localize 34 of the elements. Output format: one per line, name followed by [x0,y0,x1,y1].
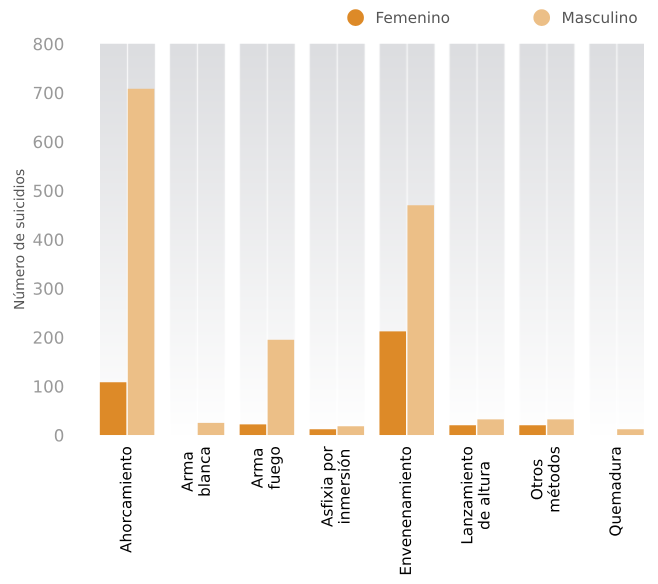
bar [310,429,336,436]
bar [338,426,364,436]
bar [198,422,224,436]
y-axis-title: Número de suicidios [12,170,24,309]
bar [128,88,154,436]
y-tick-label: 200 [34,331,64,344]
legend-label: Masculino [563,11,637,24]
x-tick-label: Envenenamiento [399,447,412,574]
bar [477,419,504,436]
y-tick-label: 400 [33,233,64,246]
bar [519,425,546,436]
y-tick-label: 700 [34,86,64,100]
bar [100,382,126,436]
x-tick-label: Arma fuego [251,447,283,490]
y-tick-label: 600 [34,136,64,148]
bar [268,340,294,436]
x-tick-label: Asfixia por inmersión [320,446,350,527]
y-tick-label: 0 [54,429,64,442]
x-tick-label: Ahorcamiento [120,447,132,553]
y-tick-label: 100 [34,380,64,393]
y-tick-label: 800 [34,38,64,50]
legend-label: Femenino [376,11,450,24]
bar [379,331,406,436]
x-tick-label: Otros métodos [530,446,560,512]
x-tick-label: Arma blanca [182,448,210,496]
bar [449,425,476,436]
y-tick-label: 500 [34,184,64,198]
bar [407,205,434,436]
bar [547,419,574,436]
y-tick-label: 300 [34,282,64,295]
bar [617,429,644,436]
x-tick-label: Quemadura [609,448,623,536]
x-tick-label: Lanzamiento de altura [460,447,490,544]
bar [240,424,266,436]
